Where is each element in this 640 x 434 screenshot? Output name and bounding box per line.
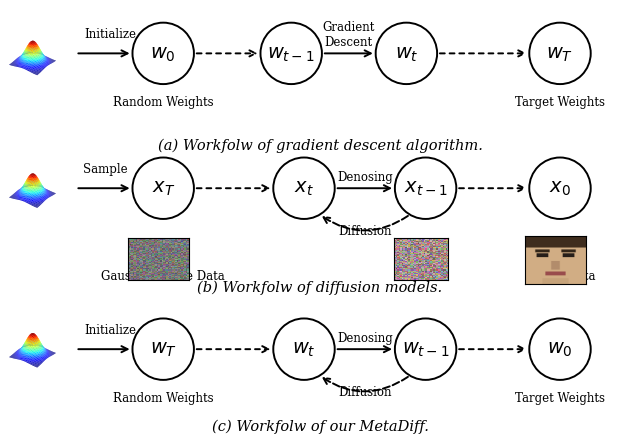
Text: Random Weights: Random Weights [113,391,214,404]
Ellipse shape [395,158,456,220]
Ellipse shape [273,319,335,380]
Text: $w_t$: $w_t$ [292,340,316,358]
Text: Denosing: Denosing [337,171,393,184]
Text: Gaussian Noise Data: Gaussian Noise Data [101,270,225,283]
Text: Denosing: Denosing [337,331,393,344]
Ellipse shape [529,158,591,220]
Text: Target Weights: Target Weights [515,391,605,404]
Text: Target Data: Target Data [525,270,595,283]
Text: $w_T$: $w_T$ [150,340,177,358]
Text: Gradient
Descent: Gradient Descent [323,21,375,49]
Text: Initialize: Initialize [84,323,136,336]
Ellipse shape [132,158,194,220]
Ellipse shape [376,23,437,85]
Text: $x_{t-1}$: $x_{t-1}$ [404,180,447,198]
Text: Sample: Sample [83,163,127,176]
Text: $x_T$: $x_T$ [152,180,175,198]
Text: Random Weights: Random Weights [113,96,214,109]
Text: $w_{t-1}$: $w_{t-1}$ [402,340,449,358]
Text: (b) Workfolw of diffusion models.: (b) Workfolw of diffusion models. [197,280,443,295]
Ellipse shape [132,319,194,380]
Ellipse shape [529,319,591,380]
Text: $w_T$: $w_T$ [547,45,573,63]
Ellipse shape [273,158,335,220]
Text: $x_0$: $x_0$ [549,180,571,198]
Text: Diffusion: Diffusion [338,385,392,398]
Ellipse shape [132,23,194,85]
Text: (a) Workfolw of gradient descent algorithm.: (a) Workfolw of gradient descent algorit… [157,138,483,153]
Ellipse shape [260,23,322,85]
Text: $w_0$: $w_0$ [547,340,573,358]
Ellipse shape [395,319,456,380]
Text: Initialize: Initialize [84,28,136,41]
Text: $w_0$: $w_0$ [150,45,176,63]
Text: $x_t$: $x_t$ [294,180,314,198]
Ellipse shape [529,23,591,85]
Text: $w_{t-1}$: $w_{t-1}$ [268,45,315,63]
Text: Target Weights: Target Weights [515,96,605,109]
Text: (c) Workfolw of our MetaDiff.: (c) Workfolw of our MetaDiff. [212,419,428,434]
Text: Diffusion: Diffusion [338,224,392,237]
Text: $w_t$: $w_t$ [394,45,419,63]
